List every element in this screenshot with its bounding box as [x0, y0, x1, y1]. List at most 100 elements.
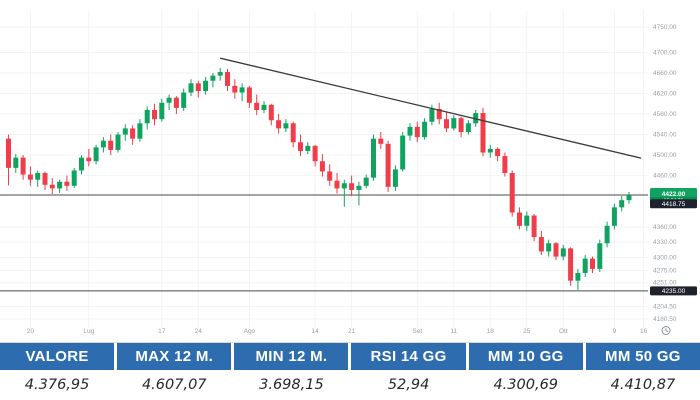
date-axis-label: Ago [244, 328, 256, 335]
candle-body [385, 143, 391, 187]
candle-body [473, 113, 479, 124]
candle-body [64, 181, 70, 186]
current-price-label: 4422.00 [662, 191, 686, 198]
stat-value-rsi14gg: 52,94 [351, 370, 466, 399]
candle-body [79, 157, 84, 171]
candle-body [195, 83, 201, 91]
candle-body [20, 157, 26, 175]
candle-body [590, 258, 595, 269]
candle-body [560, 248, 566, 257]
candle-body [71, 170, 77, 186]
candle-body [86, 157, 92, 162]
date-axis-label: 16 [640, 328, 648, 335]
candle-body [604, 225, 610, 244]
stat-header-valore: VALORE [0, 343, 115, 370]
candle-body [6, 138, 11, 168]
candle-body [254, 102, 260, 110]
candle-body [108, 140, 114, 150]
candle-body [341, 183, 347, 189]
price-axis-label: 4540.00 [653, 132, 677, 139]
candle-body [312, 145, 318, 162]
candle-body [495, 148, 501, 157]
candle-body [181, 92, 187, 108]
candle-body [568, 248, 574, 281]
candle-body [268, 104, 274, 121]
candle-body [298, 142, 303, 151]
candle-body [538, 237, 544, 252]
candle-body [276, 120, 282, 129]
candle-body [546, 243, 552, 252]
candle-body [159, 102, 165, 120]
candlestick-chart[interactable]: 4750.00 4700.00 4660.00 4620.00 4580.00 4540.… [0, 0, 700, 341]
candle-body [100, 140, 106, 148]
candle-body [509, 173, 515, 213]
date-axis-label: 9 [613, 328, 617, 335]
candle-body [203, 80, 209, 91]
candle-body [232, 85, 238, 93]
candle-body [217, 72, 223, 76]
price-axis-label: 4750.00 [653, 24, 677, 31]
price-axis-label: 4204.50 [653, 304, 677, 311]
candle-body [597, 243, 603, 269]
price-axis-label: 4300.00 [653, 255, 677, 262]
chart-panel: 4750.00 4700.00 4660.00 4620.00 4580.00 4540.… [0, 0, 700, 341]
candle-body [144, 109, 150, 124]
candle-body [42, 173, 48, 185]
date-axis-label: 20 [27, 328, 35, 335]
date-axis-label: 25 [523, 328, 531, 335]
candle-body [517, 212, 522, 226]
price-axis-label: 4500.00 [653, 152, 677, 159]
candle-body [239, 87, 245, 93]
candle-body [371, 138, 376, 178]
candle-body [487, 148, 493, 153]
date-axis-label: 21 [348, 328, 356, 335]
candle-body [414, 126, 420, 138]
candle-body [392, 169, 398, 187]
date-axis-label: Ott [559, 328, 568, 335]
candle-body [465, 123, 471, 133]
candle-body [93, 147, 99, 162]
candle-body [349, 183, 355, 190]
stat-value-mm50gg: 4.410,87 [585, 370, 700, 399]
trendline[interactable] [220, 57, 642, 159]
candle-body [27, 174, 33, 180]
candle-body [436, 108, 442, 120]
candle-body [334, 180, 340, 189]
candle-body [166, 97, 172, 103]
candle-body [444, 119, 449, 129]
candle-body [246, 87, 252, 103]
candle-body [582, 258, 588, 273]
price-badge-level [650, 199, 697, 209]
candle-body [327, 171, 333, 181]
level-price-label: 4235.00 [662, 288, 686, 295]
price-axis-label: 4360.00 [653, 224, 677, 231]
price-badge-level [650, 286, 697, 296]
date-axis-label: 17 [158, 328, 166, 335]
candle-body [225, 72, 230, 86]
candle-body [407, 126, 413, 136]
candle-body [553, 243, 559, 257]
candle-body [575, 272, 581, 281]
price-axis-label: 4460.00 [653, 173, 677, 180]
price-axis-label: 4660.00 [653, 70, 677, 77]
candle-body [363, 177, 369, 186]
date-axis-label: Lug [83, 328, 94, 335]
date-axis-label: 24 [195, 328, 203, 335]
price-axis-label: 4180.50 [653, 316, 677, 323]
chart-background [0, 0, 700, 341]
candle-body [130, 128, 136, 139]
candle-body [210, 75, 216, 81]
clock-icon[interactable] [661, 326, 671, 335]
stat-header-mm10gg: MM 10 GG [468, 343, 583, 370]
candle-body [378, 138, 384, 144]
candle-body [458, 118, 464, 133]
candle-body [13, 157, 19, 168]
date-axis-label: 18 [487, 328, 495, 335]
candle-body [480, 113, 486, 153]
candle-body [152, 109, 157, 120]
candle-body [290, 123, 296, 143]
clock-icon-hands [665, 327, 669, 333]
price-axis-label: 4251.00 [653, 280, 677, 287]
candle-body [451, 118, 457, 129]
